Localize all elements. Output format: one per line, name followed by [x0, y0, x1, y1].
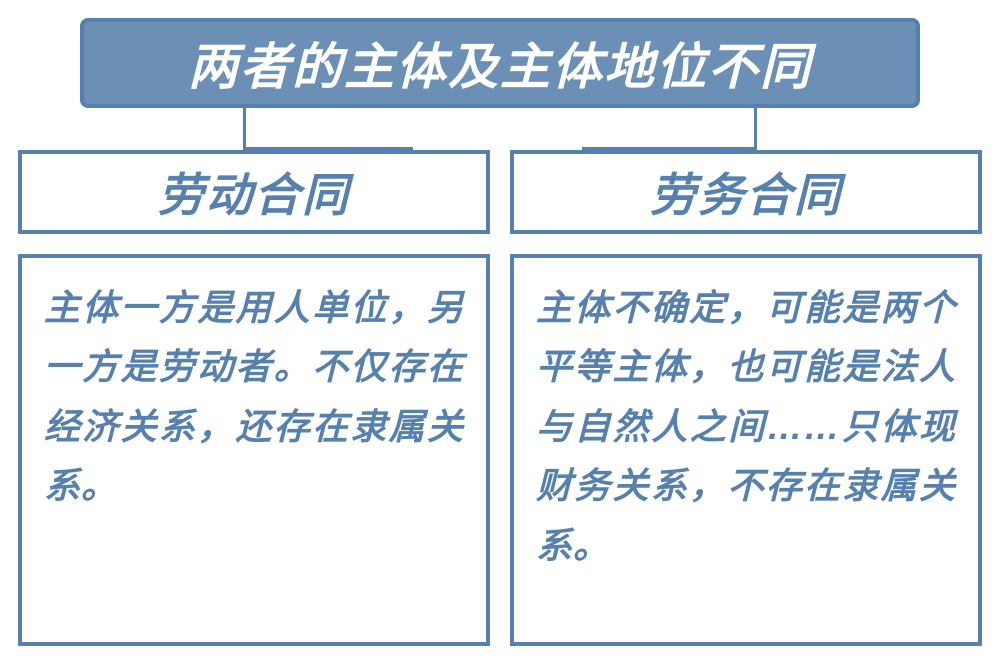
subheader-left-box: 劳动合同	[18, 150, 490, 234]
subheader-right-box: 劳务合同	[510, 150, 982, 234]
header-title: 两者的主体及主体地位不同	[188, 27, 812, 99]
connector-right	[582, 108, 757, 150]
description-right-box: 主体不确定，可能是两个平等主体，也可能是法人与自然人之间……只体现财务关系，不存…	[510, 254, 982, 646]
header-box: 两者的主体及主体地位不同	[80, 18, 920, 108]
connector-left	[243, 108, 413, 150]
description-left-box: 主体一方是用人单位，另一方是劳动者。不仅存在经济关系，还存在隶属关系。	[18, 254, 490, 646]
description-left-text: 主体一方是用人单位，另一方是劳动者。不仅存在经济关系，还存在隶属关系。	[44, 278, 464, 516]
description-right-text: 主体不确定，可能是两个平等主体，也可能是法人与自然人之间……只体现财务关系，不存…	[536, 278, 956, 575]
subheader-right-title: 劳务合同	[650, 159, 842, 225]
subheader-left-title: 劳动合同	[158, 159, 350, 225]
